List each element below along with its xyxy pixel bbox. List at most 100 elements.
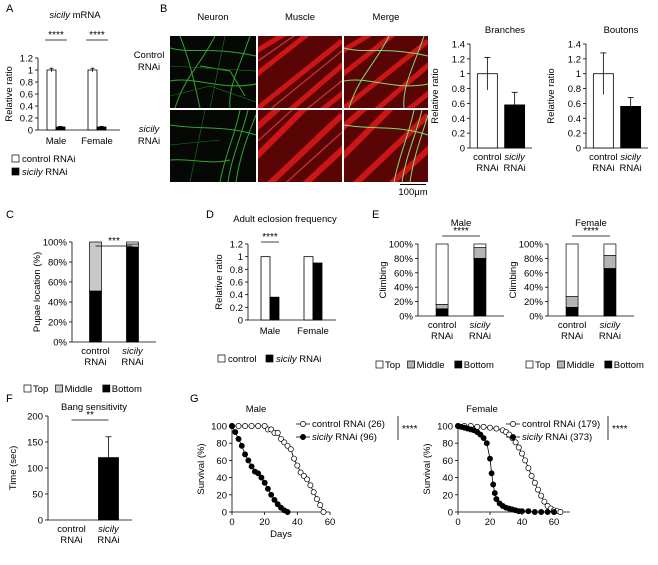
panel-e-male-significance-stars: **** <box>453 226 469 237</box>
panel-g-male-data-point <box>271 497 278 503</box>
panel-g-male-legend-label: control RNAi (26) <box>312 419 385 430</box>
panel-e-male-ytick-label: 60% <box>394 268 414 279</box>
panel-g-male-data-point <box>255 423 262 429</box>
panel-f-ylabel: Time (sec) <box>8 446 19 491</box>
panel-c-category-label-line0: sicily <box>122 346 144 357</box>
panel-b-boutons-ylabel: Relative ratio <box>546 68 557 123</box>
panel-d-legend-label: control <box>228 354 257 365</box>
panel-b-branches-category-label-line0: control <box>473 152 502 163</box>
panel-g-male-series-line <box>232 425 324 513</box>
panel-b-boutons-ytick-label: 0 <box>576 144 581 155</box>
panel-f-category-label-line1: RNAi <box>60 535 82 546</box>
panel-b-boutons-category-label-line1: RNAi <box>592 163 614 174</box>
panel-g-female-data-point <box>483 440 490 447</box>
panel-g-female-data-point <box>515 444 522 451</box>
panel-g-male-data-point <box>268 491 275 498</box>
panel-a-legend-label: control RNAi <box>22 154 75 165</box>
panel-c-bar-segment <box>89 241 102 292</box>
panel-b-boutons-ytick-label: 1.2 <box>568 54 581 65</box>
panel-d-legend-swatch <box>217 354 226 363</box>
panel-b-boutons-ytick-label: 1.4 <box>568 40 581 51</box>
panel-e-male-category-label-line1: RNAi <box>469 331 491 342</box>
panel-g-female-data-point <box>538 509 545 515</box>
panel-letter-C: C <box>6 209 14 221</box>
panel-d-bar <box>260 256 271 321</box>
panel-g-male-data-point <box>317 502 324 509</box>
micrograph-sicily-neuron <box>170 110 256 182</box>
panel-c-ylabel: Pupae location (%) <box>32 252 43 332</box>
panel-e-male-title: Male <box>451 218 472 229</box>
panel-letter-G: G <box>190 393 199 405</box>
panel-c-ytick-label: 100% <box>43 238 68 249</box>
panel-d-title: Adult eclosion frequency <box>233 214 337 225</box>
micrograph-control-neuron <box>170 36 256 108</box>
panel-f-significance-stars: ** <box>86 410 94 421</box>
panel-f-ytick-label: 200 <box>27 412 43 423</box>
panel-a-ytick-label: 1.2 <box>20 54 33 65</box>
panel-g-male-data-point <box>229 423 235 429</box>
panel-g-female-data-point <box>480 435 487 441</box>
panel-b-branches-category-label-line1: RNAi <box>504 163 526 174</box>
panel-c-significance-stars: *** <box>108 236 120 247</box>
panel-g-male-data-point <box>287 446 294 453</box>
micrograph-row-control: Control RNAi <box>133 50 165 73</box>
panel-g-female-ytick-label: 20 <box>442 490 453 501</box>
panel-d-ytick-label: 0 <box>238 316 243 327</box>
panel-c-bar-segment <box>89 290 102 343</box>
panel-c-ytick-label: 60% <box>48 278 68 289</box>
panel-e-female-bar-segment <box>603 268 617 317</box>
panel-g-male-data-point <box>320 509 327 515</box>
panel-e-female-ytick-label: 80% <box>524 254 544 265</box>
panel-c-category-label-line1: RNAi <box>121 357 143 368</box>
panel-e-male-ytick-label: 0% <box>399 312 413 323</box>
panel-d-ylabel: Relative ratio <box>214 254 225 309</box>
panel-e-female: 0%20%40%60%80%100%ClimbingFemalecontrolR… <box>508 218 644 371</box>
panel-g-female-data-point <box>512 439 519 446</box>
panel-a-bar <box>46 69 57 131</box>
panel-g-female-data-point <box>490 481 497 488</box>
panel-e-female-legend-swatch <box>525 360 534 369</box>
panel-e-female-bar-segment <box>565 307 579 317</box>
panel-b-boutons-category-label-line0: sicily <box>620 152 642 163</box>
panel-g-male-data-point <box>242 423 249 429</box>
micrograph-sicily-merge <box>344 110 428 182</box>
panel-g-male-title: Male <box>246 404 267 415</box>
panel-g-female-data-point <box>531 479 538 486</box>
panel-e-female-significance-stars: **** <box>583 226 599 237</box>
panel-g-male-data-point <box>248 423 255 429</box>
panel-b-branches-ytick-label: 0.2 <box>452 129 465 140</box>
panel-g-male-data-point <box>307 482 314 489</box>
panel-c-legend-label: Bottom <box>112 384 142 395</box>
panel-b-boutons-ytick-label: 0.4 <box>568 114 581 125</box>
panel-e-male-category-label-line0: control <box>428 320 457 331</box>
panel-e-female-ytick-label: 20% <box>524 297 544 308</box>
panel-d-significance-stars: **** <box>262 232 278 243</box>
panel-c-ytick-label: 20% <box>48 318 68 329</box>
panel-e-female-legend-swatch <box>604 360 613 369</box>
panel-g-female-data-point <box>551 509 557 515</box>
panel-d-ytick-label: 1.2 <box>230 240 243 251</box>
panel-letter-A: A <box>6 3 14 15</box>
panel-a-category-label: Female <box>81 136 113 147</box>
panel-g-female-data-point <box>488 470 495 477</box>
panel-e-male-legend-label: Top <box>385 360 400 371</box>
panel-a-ylabel: Relative ratio <box>4 66 15 121</box>
panel-b-branches-ytick-label: 0.4 <box>452 114 465 125</box>
panel-e-male-ytick-label: 80% <box>394 254 414 265</box>
panel-e-male-bar-segment <box>473 258 487 317</box>
panel-a-significance-stars: **** <box>48 30 64 41</box>
panel-g-female-xtick-label: 0 <box>455 517 460 528</box>
panel-g-female-legend-label: control RNAi (179) <box>522 419 600 430</box>
panel-a-title: sicily mRNA <box>49 10 101 21</box>
panel-e-female-ylabel: Climbing <box>508 262 519 299</box>
panel-e-male-legend-swatch <box>454 360 463 369</box>
micrograph-column-neuron: Neuron <box>197 12 229 23</box>
panel-f-ytick-label: 50 <box>32 490 43 501</box>
panel-f-category-label-line0: sicily <box>98 524 120 535</box>
panel-f-category-label-line0: control <box>57 524 86 535</box>
panel-g-female-ylabel: Survival (%) <box>422 443 433 494</box>
panel-g-male-ytick-label: 0 <box>222 508 227 519</box>
panel-e-female-bar-segment <box>603 243 617 256</box>
panel-c-legend-swatch <box>55 384 63 393</box>
panel-g-male-data-point <box>313 496 320 503</box>
